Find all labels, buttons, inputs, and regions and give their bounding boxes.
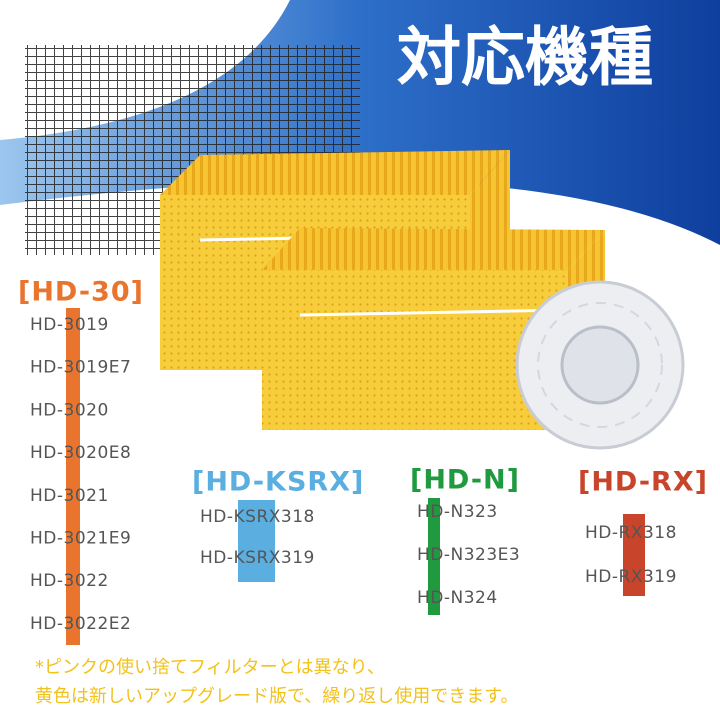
model-name: HD-N324 (417, 588, 498, 608)
group-bar (66, 308, 80, 645)
group-label: [HD-RX] (578, 467, 708, 498)
model-name: HD-3022 (30, 571, 109, 591)
model-name: HD-3019E7 (30, 358, 131, 378)
ring-part (515, 280, 685, 450)
model-name: HD-RX318 (585, 523, 677, 543)
model-name: HD-3020 (30, 400, 109, 420)
model-groups: [HD-30] HD-3019 HD-3019E7 HD-3020 HD-3020E8 H… (18, 277, 708, 645)
note-line: *ピンクの使い捨てフィルターとは異なり、 (35, 657, 385, 678)
model-name: HD-KSRX319 (200, 548, 315, 568)
model-name: HD-3021E9 (30, 529, 131, 549)
note-line: 黄色は新しいアップグレード版で、繰り返し使用できます。 (35, 686, 518, 707)
group-bar (623, 514, 645, 596)
group-bar (428, 498, 440, 615)
model-name: HD-3022E2 (30, 614, 131, 634)
group-bar (238, 500, 275, 582)
model-name: HD-3021 (30, 486, 109, 506)
title: 対応機種 (397, 22, 653, 96)
group-label: [HD-N] (410, 465, 520, 496)
model-name: HD-KSRX318 (200, 507, 315, 527)
model-name: HD-N323E3 (417, 545, 520, 565)
model-name: HD-RX319 (585, 567, 677, 587)
model-name: HD-3020E8 (30, 443, 131, 463)
model-name: HD-N323 (417, 502, 498, 522)
group-label: [HD-30] (18, 277, 144, 308)
model-name: HD-3019 (30, 315, 109, 335)
group-label: [HD-KSRX] (192, 467, 364, 498)
